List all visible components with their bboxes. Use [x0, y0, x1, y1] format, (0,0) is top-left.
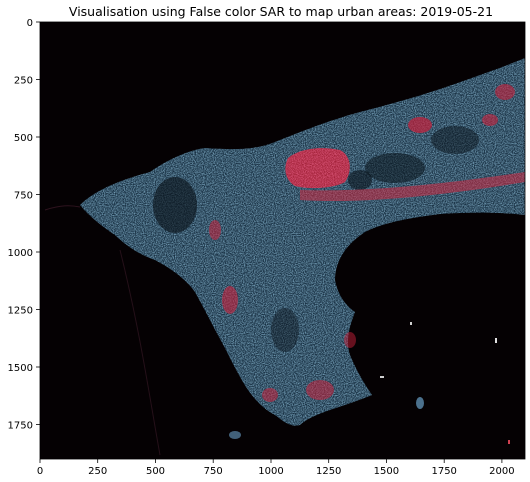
y-tick-label: 1500 [8, 363, 33, 374]
axes-frame [39, 21, 526, 460]
x-tick-label: 1750 [431, 466, 456, 477]
y-tick-label: 750 [14, 191, 33, 202]
y-tick-label: 500 [14, 133, 33, 144]
y-tick-label: 1000 [8, 248, 33, 259]
dark-patch [271, 308, 299, 352]
x-tick-label: 1250 [316, 466, 341, 477]
urban-area [306, 380, 334, 400]
land-texture [80, 58, 525, 426]
x-tick-label: 2000 [489, 466, 514, 477]
faint-trace [119, 249, 161, 456]
x-tick-label: 0 [37, 466, 43, 477]
y-tick-label: 250 [14, 76, 33, 87]
urban-area [344, 332, 356, 348]
chart-title: Visualisation using False color SAR to m… [69, 4, 493, 19]
x-tick-label: 1500 [374, 466, 399, 477]
urban-area [222, 286, 238, 314]
y-axis: 0 250 500 750 1000 1250 1500 1750 [8, 18, 40, 432]
urban-area-large-texture [285, 148, 350, 189]
dark-patch [365, 153, 425, 183]
urban-area [262, 388, 278, 402]
urban-area [209, 220, 221, 240]
y-tick-label: 1750 [8, 421, 33, 432]
speck [508, 440, 510, 444]
y-tick-label: 1250 [8, 306, 33, 317]
urban-area [408, 117, 432, 133]
x-tick-label: 500 [146, 466, 165, 477]
island [416, 397, 424, 409]
sar-image [40, 22, 525, 459]
x-tick-label: 1000 [258, 466, 283, 477]
speck [380, 376, 384, 378]
x-tick-label: 250 [88, 466, 107, 477]
x-tick-label: 750 [204, 466, 223, 477]
island [229, 431, 241, 439]
urban-strip [300, 172, 525, 202]
x-axis: 0 250 500 750 1000 1250 1500 1750 2000 [37, 459, 515, 477]
urban-area [482, 114, 498, 126]
speck [410, 322, 412, 325]
faint-trace [44, 205, 81, 211]
dark-patch [431, 126, 479, 154]
dark-patch [348, 170, 372, 190]
dark-patch [153, 177, 197, 233]
speck [495, 338, 497, 343]
y-tick-label: 0 [27, 18, 33, 29]
urban-area [495, 84, 515, 100]
